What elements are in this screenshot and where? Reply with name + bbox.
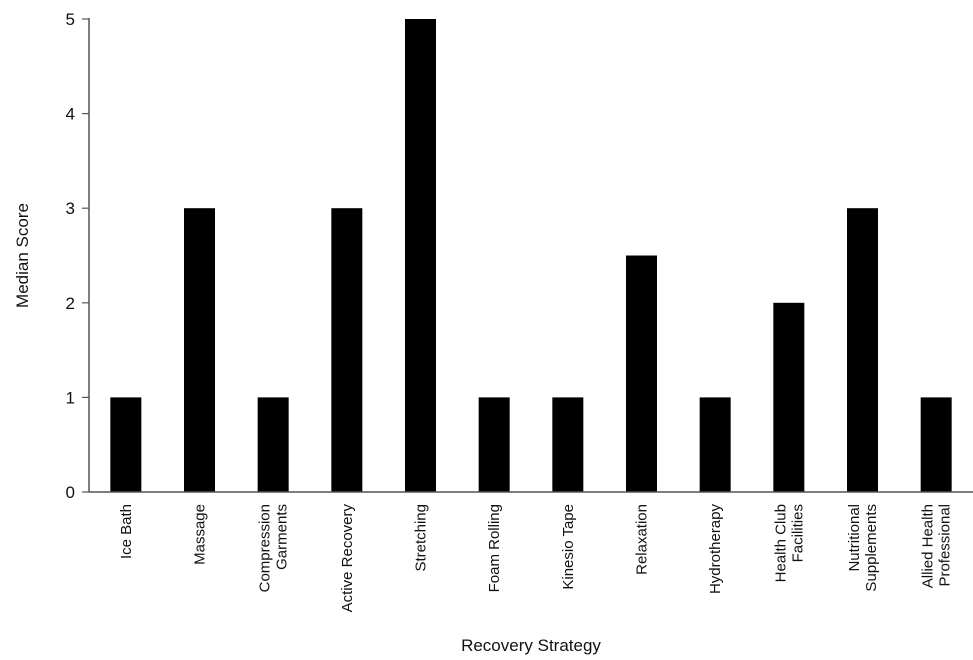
- y-tick-label: 3: [66, 199, 75, 218]
- x-tick-label-line: Allied Health: [920, 504, 937, 588]
- x-tick-label-line: Facilities: [789, 504, 806, 562]
- x-tick-label: Hydrotherapy: [707, 504, 724, 595]
- y-tick-label: 4: [66, 105, 75, 124]
- bar: [184, 208, 215, 492]
- x-tick-label-line: Hydrotherapy: [707, 504, 724, 595]
- x-tick-label-line: Nutritional: [846, 504, 863, 572]
- bar: [552, 397, 584, 492]
- x-tick-label: Relaxation: [634, 504, 651, 575]
- bar: [257, 397, 289, 492]
- bars-group: [110, 19, 952, 492]
- x-tick-label-line: Foam Rolling: [486, 504, 503, 592]
- x-tick-label: Allied HealthProfessional: [920, 504, 954, 588]
- x-tick-label-line: Garments: [274, 504, 291, 570]
- bar: [478, 397, 510, 492]
- bar: [773, 302, 805, 492]
- x-tick-label-line: Kinesio Tape: [560, 504, 577, 590]
- x-tick-label: CompressionGarments: [257, 504, 291, 592]
- x-tick-label-line: Professional: [937, 504, 954, 587]
- x-tick-label-line: Massage: [192, 504, 209, 565]
- y-tick-label: 5: [66, 10, 75, 29]
- x-tick-label-line: Ice Bath: [118, 504, 135, 559]
- x-tick-label-line: Supplements: [863, 504, 880, 592]
- bar: [405, 19, 436, 492]
- x-tick-label: Kinesio Tape: [560, 504, 577, 590]
- bar: [110, 397, 142, 492]
- x-tick-label-line: Relaxation: [634, 504, 651, 575]
- x-tick-label-line: Active Recovery: [339, 504, 356, 613]
- bar: [920, 397, 952, 492]
- y-tick-label: 1: [66, 388, 75, 407]
- x-tick-label: Foam Rolling: [486, 504, 503, 592]
- x-tick-label-line: Compression: [257, 504, 274, 592]
- x-axis-ticks: Ice Bath Massage CompressionGarments Active…: [118, 504, 954, 613]
- x-tick-label: Massage: [192, 504, 209, 565]
- bar: [331, 208, 363, 492]
- x-tick-label-line: Health Club: [772, 504, 789, 582]
- x-tick-label: Health ClubFacilities: [772, 504, 806, 582]
- bar: [699, 397, 731, 492]
- y-tick-label: 2: [66, 294, 75, 313]
- x-axis-title: Recovery Strategy: [461, 636, 601, 655]
- x-tick-label: Active Recovery: [339, 504, 356, 613]
- x-tick-label: Stretching: [413, 504, 430, 572]
- y-tick-label: 0: [66, 483, 75, 502]
- y-axis-ticks: 0 1 2 3 4 5: [66, 10, 89, 502]
- x-tick-label: NutritionalSupplements: [846, 504, 880, 592]
- bar: [626, 255, 657, 492]
- y-axis-title: Median Score: [13, 203, 32, 308]
- x-tick-label-line: Stretching: [413, 504, 430, 572]
- x-tick-label: Ice Bath: [118, 504, 135, 559]
- bar: [847, 208, 878, 492]
